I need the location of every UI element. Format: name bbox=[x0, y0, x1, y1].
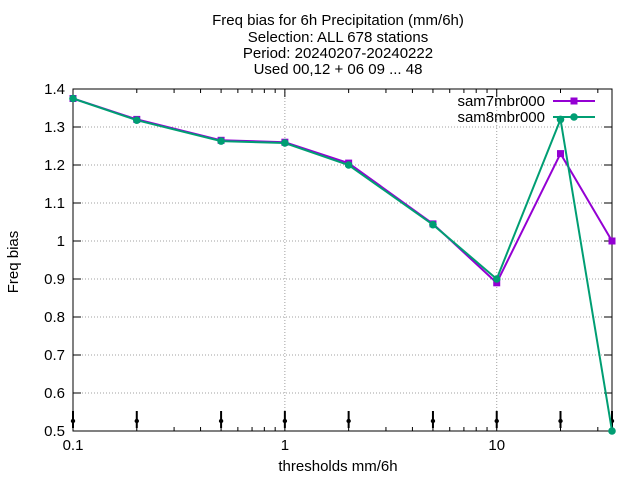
series-line-sam8mbr000 bbox=[72, 97, 613, 432]
data-point-sam7mbr000 bbox=[557, 150, 565, 158]
title-line-3: Period: 20240207-20240222 bbox=[243, 45, 433, 62]
sample-markers bbox=[70, 411, 615, 428]
data-point-sam8mbr000 bbox=[492, 275, 501, 283]
grid-lines bbox=[73, 89, 612, 431]
x-tick-label: 1 bbox=[281, 437, 289, 454]
y-tick-label: 1 bbox=[57, 233, 65, 250]
sample-marker-dot bbox=[558, 418, 563, 424]
y-tick-label: 0.5 bbox=[44, 423, 65, 440]
legend-marker-sam8mbr000 bbox=[570, 113, 578, 121]
tick-labels: 0.5 0.6 0.7 0.8 0.9 1 1.1 1.2 1.3 1.4 0.1 1 10 bbox=[44, 81, 505, 454]
sample-marker-dot bbox=[346, 418, 351, 424]
sample-marker-dot bbox=[70, 418, 76, 424]
y-tick-label: 0.7 bbox=[44, 347, 65, 364]
plot-border bbox=[72, 88, 613, 432]
data-point-sam8mbr000 bbox=[132, 116, 141, 124]
sample-marker-dot bbox=[218, 418, 224, 424]
y-tick-label: 0.9 bbox=[44, 271, 65, 288]
data-point-sam8mbr000 bbox=[281, 139, 289, 147]
x-tick-label: 10 bbox=[488, 437, 505, 454]
title-line-4: Used 00,12 + 06 09 ... 48 bbox=[254, 61, 423, 78]
y-tick-label: 0.8 bbox=[44, 309, 65, 326]
sample-marker-dot bbox=[494, 418, 499, 424]
y-tick-label: 0.6 bbox=[44, 385, 65, 402]
chart-title: Freq bias for 6h Precipitation (mm/6h) S… bbox=[212, 12, 464, 78]
data-point-sam8mbr000 bbox=[69, 94, 77, 103]
y-tick-label: 1.2 bbox=[44, 157, 65, 174]
sample-marker-dot bbox=[430, 418, 436, 424]
axes bbox=[72, 88, 613, 432]
x-axis-label: thresholds mm/6h bbox=[278, 458, 397, 475]
data-point-sam8mbr000 bbox=[217, 137, 225, 145]
y-tick-label: 1.4 bbox=[44, 81, 65, 98]
y-tick-label: 1.3 bbox=[44, 119, 65, 136]
title-line-1: Freq bias for 6h Precipitation (mm/6h) bbox=[212, 12, 464, 29]
data-point-sam8mbr000 bbox=[429, 220, 437, 229]
x-tick-label: 0.1 bbox=[63, 437, 84, 454]
sample-marker-dot bbox=[134, 418, 139, 424]
y-tick-label: 1.1 bbox=[44, 195, 65, 212]
data-point-sam7mbr000 bbox=[608, 237, 616, 245]
title-line-2: Selection: ALL 678 stations bbox=[248, 29, 428, 46]
legend-marker-sam7mbr000 bbox=[570, 97, 578, 105]
legend-label-sam8mbr000: sam8mbr000 bbox=[457, 109, 545, 126]
series-lines bbox=[69, 94, 616, 435]
legend-label-sam7mbr000: sam7mbr000 bbox=[457, 93, 545, 110]
data-point-sam8mbr000 bbox=[608, 427, 616, 435]
data-point-sam8mbr000 bbox=[344, 161, 353, 169]
y-axis-label: Freq bias bbox=[5, 231, 22, 294]
sample-marker-dot bbox=[282, 418, 288, 424]
